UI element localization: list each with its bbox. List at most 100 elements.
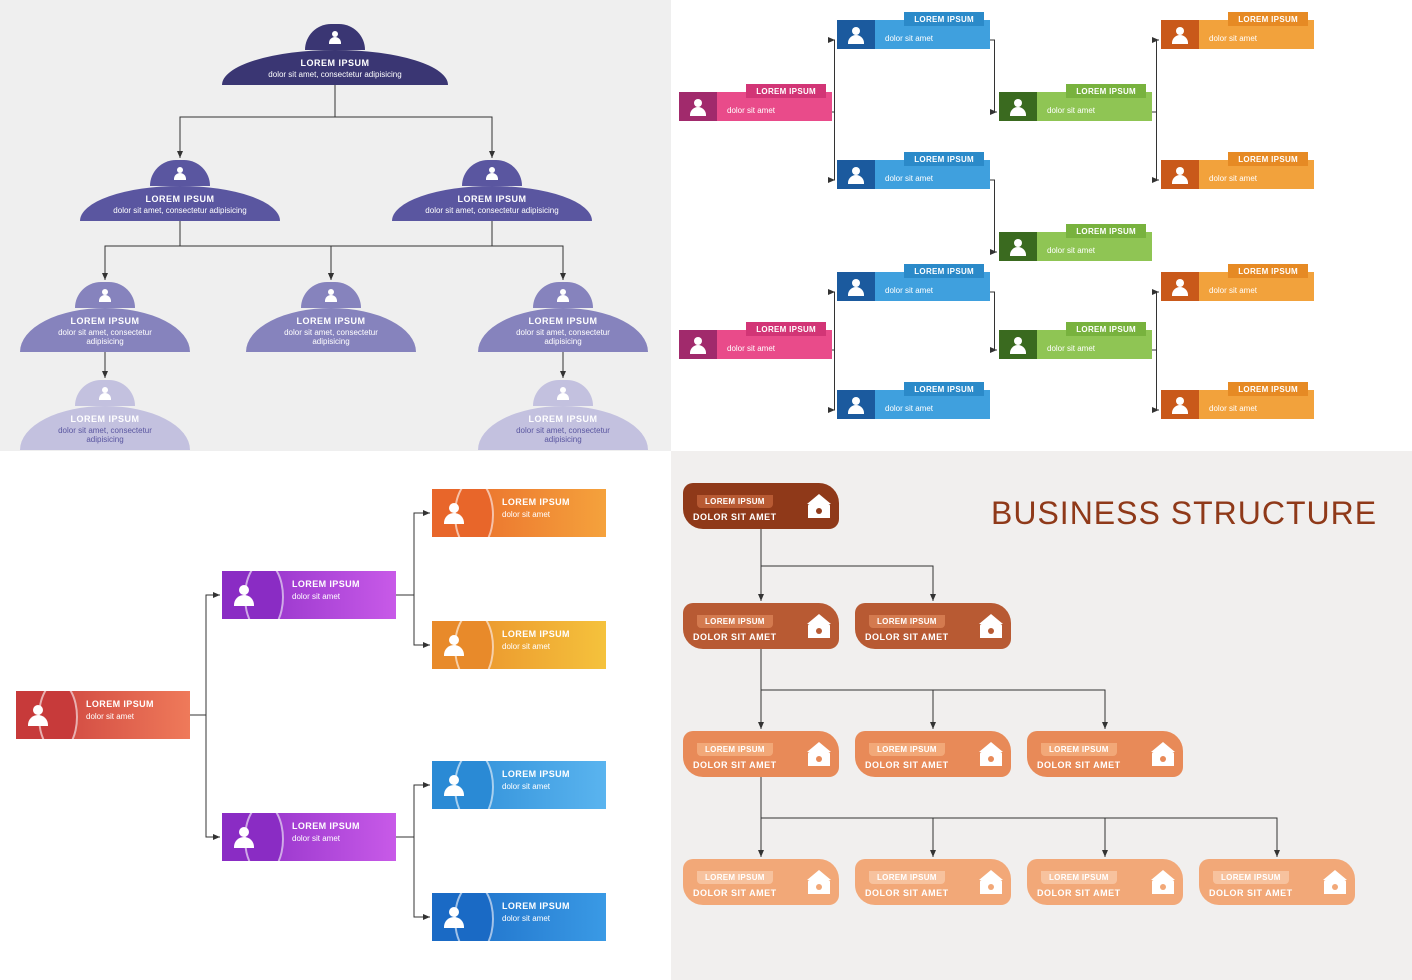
person-icon xyxy=(689,98,707,116)
node-subtitle: dolor sit amet xyxy=(885,174,976,183)
house-person-icon xyxy=(979,742,1003,766)
node-title: LOREM IPSUM xyxy=(904,264,984,278)
node-title: LOREM IPSUM xyxy=(1066,322,1146,336)
node-label: DOLOR SIT AMET xyxy=(693,888,799,898)
node-subtitle: dolor sit amet xyxy=(502,782,586,791)
node-label: DOLOR SIT AMET xyxy=(1209,888,1315,898)
org-node: LOREM IPSUM dolor sit amet, consectetur … xyxy=(478,282,648,352)
node-title: LOREM IPSUM xyxy=(292,821,376,831)
bracket-chart-colored: LOREM IPSUM dolor sit amet LOREM IPSUM d… xyxy=(671,0,1412,451)
org-node: LOREM IPSUM DOLOR SIT AMET xyxy=(1027,731,1183,777)
node-subtitle: dolor sit amet xyxy=(1047,106,1138,115)
node-title: LOREM IPSUM xyxy=(1041,743,1117,756)
node-title: LOREM IPSUM xyxy=(1228,12,1308,26)
node-label: DOLOR SIT AMET xyxy=(1037,888,1143,898)
bracket-node: LOREM IPSUM dolor sit amet xyxy=(222,813,396,861)
bracket-node: LOREM IPSUM dolor sit amet xyxy=(432,621,606,669)
person-icon xyxy=(443,502,465,524)
node-title: LOREM IPSUM xyxy=(1228,382,1308,396)
node-title: LOREM IPSUM xyxy=(746,84,826,98)
node-title: LOREM IPSUM xyxy=(697,743,773,756)
node-subtitle: dolor sit amet xyxy=(502,914,586,923)
bracket-node: LOREM IPSUM dolor sit amet xyxy=(837,272,990,301)
org-node: LOREM IPSUM DOLOR SIT AMET xyxy=(855,603,1011,649)
node-title: LOREM IPSUM xyxy=(746,322,826,336)
person-icon xyxy=(486,167,498,179)
node-label: DOLOR SIT AMET xyxy=(865,760,971,770)
business-structure-chart: Business Structure LOREM IPSUM DOLOR SIT… xyxy=(671,451,1412,980)
person-icon xyxy=(847,396,865,414)
node-title: LOREM IPSUM xyxy=(1228,264,1308,278)
bracket-node: LOREM IPSUM dolor sit amet xyxy=(1161,272,1314,301)
node-label: DOLOR SIT AMET xyxy=(865,888,971,898)
node-subtitle: dolor sit amet xyxy=(1047,344,1138,353)
node-subtitle: dolor sit amet xyxy=(727,344,818,353)
house-person-icon xyxy=(807,494,831,518)
node-title: LOREM IPSUM xyxy=(697,871,773,884)
person-icon xyxy=(233,826,255,848)
bracket-node: LOREM IPSUM dolor sit amet xyxy=(679,330,832,359)
node-title: LOREM IPSUM xyxy=(1066,84,1146,98)
org-node: LOREM IPSUM dolor sit amet, consectetur … xyxy=(478,380,648,450)
house-person-icon xyxy=(979,614,1003,638)
node-label: DOLOR SIT AMET xyxy=(865,632,971,642)
node-subtitle: dolor sit amet xyxy=(885,34,976,43)
node-title: LOREM IPSUM xyxy=(242,58,428,68)
person-icon xyxy=(1171,26,1189,44)
node-title: LOREM IPSUM xyxy=(412,194,572,204)
node-title: LOREM IPSUM xyxy=(40,316,170,326)
person-icon xyxy=(689,336,707,354)
house-person-icon xyxy=(807,870,831,894)
node-title: LOREM IPSUM xyxy=(498,414,628,424)
node-subtitle: dolor sit amet xyxy=(1047,246,1138,255)
org-node: LOREM IPSUM dolor sit amet, consectetur … xyxy=(20,380,190,450)
house-person-icon xyxy=(807,742,831,766)
bracket-node: LOREM IPSUM dolor sit amet xyxy=(222,571,396,619)
node-title: LOREM IPSUM xyxy=(292,579,376,589)
node-title: LOREM IPSUM xyxy=(502,629,586,639)
node-title: LOREM IPSUM xyxy=(869,743,945,756)
person-icon xyxy=(1171,396,1189,414)
node-subtitle: dolor sit amet xyxy=(502,642,586,651)
node-title: LOREM IPSUM xyxy=(502,769,586,779)
house-person-icon xyxy=(1323,870,1347,894)
org-node: LOREM IPSUM dolor sit amet, consectetur … xyxy=(222,24,448,85)
bracket-node: LOREM IPSUM dolor sit amet xyxy=(16,691,190,739)
node-subtitle: dolor sit amet, consectetur adipisicing xyxy=(498,328,628,346)
person-icon xyxy=(847,26,865,44)
org-node: LOREM IPSUM DOLOR SIT AMET xyxy=(683,483,839,529)
bracket-chart-gradient: LOREM IPSUM dolor sit amet LOREM IPSUM d… xyxy=(0,451,671,980)
node-subtitle: dolor sit amet, consectetur adipisicing xyxy=(498,426,628,444)
bracket-node: LOREM IPSUM dolor sit amet xyxy=(432,761,606,809)
house-person-icon xyxy=(1151,742,1175,766)
person-icon xyxy=(1009,336,1027,354)
person-icon xyxy=(847,278,865,296)
node-subtitle: dolor sit amet xyxy=(1209,34,1300,43)
bracket-node: LOREM IPSUM dolor sit amet xyxy=(1161,390,1314,419)
person-icon xyxy=(99,289,111,301)
node-title: LOREM IPSUM xyxy=(100,194,260,204)
person-icon xyxy=(174,167,186,179)
node-title: LOREM IPSUM xyxy=(40,414,170,424)
node-title: LOREM IPSUM xyxy=(1228,152,1308,166)
house-person-icon xyxy=(1151,870,1175,894)
node-title: LOREM IPSUM xyxy=(869,871,945,884)
person-icon xyxy=(1009,238,1027,256)
org-node: LOREM IPSUM dolor sit amet, consectetur … xyxy=(392,160,592,221)
node-subtitle: dolor sit amet, consectetur adipisicing xyxy=(100,206,260,215)
bracket-node: LOREM IPSUM dolor sit amet xyxy=(1161,160,1314,189)
person-icon xyxy=(443,634,465,656)
node-title: LOREM IPSUM xyxy=(502,497,586,507)
org-node: LOREM IPSUM DOLOR SIT AMET xyxy=(1199,859,1355,905)
node-subtitle: dolor sit amet, consectetur adipisicing xyxy=(412,206,572,215)
bracket-node: LOREM IPSUM dolor sit amet xyxy=(999,330,1152,359)
node-label: DOLOR SIT AMET xyxy=(1037,760,1143,770)
house-person-icon xyxy=(979,870,1003,894)
org-chart-purple: LOREM IPSUM dolor sit amet, consectetur … xyxy=(0,0,671,451)
node-title: LOREM IPSUM xyxy=(904,382,984,396)
node-title: LOREM IPSUM xyxy=(1041,871,1117,884)
node-title: LOREM IPSUM xyxy=(697,615,773,628)
person-icon xyxy=(1171,278,1189,296)
node-title: LOREM IPSUM xyxy=(1066,224,1146,238)
node-title: LOREM IPSUM xyxy=(498,316,628,326)
